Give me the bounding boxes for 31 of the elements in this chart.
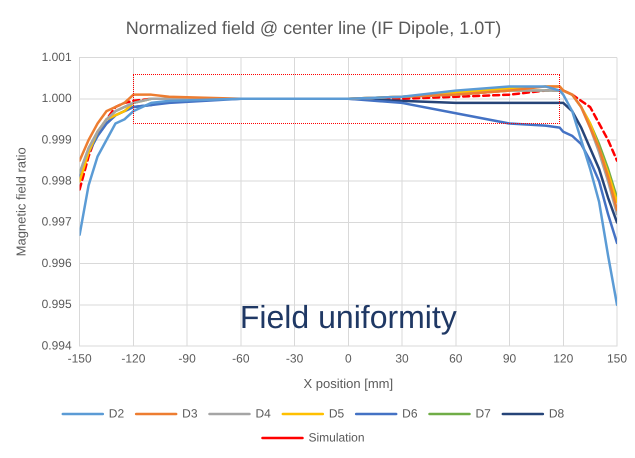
y-tick-label: 1.000 — [42, 91, 72, 106]
y-axis-title: Magnetic field ratio — [13, 147, 28, 256]
x-tick-label: 120 — [553, 352, 574, 366]
x-tick-label: -120 — [121, 352, 146, 366]
y-tick-label: 0.996 — [42, 256, 72, 270]
legend-label: D2 — [108, 406, 124, 420]
legend-label: D8 — [548, 406, 565, 420]
legend-label: D3 — [182, 406, 198, 420]
x-tick-label: 0 — [344, 352, 352, 366]
y-tick-label: 0.994 — [42, 338, 72, 352]
y-tick-label: 0.995 — [42, 297, 72, 312]
x-axis-title: X position [mm] — [304, 376, 394, 391]
legend-label: Simulation — [308, 430, 365, 444]
y-tick-label: 0.998 — [42, 174, 72, 188]
y-tick-label: 0.999 — [42, 132, 72, 146]
x-tick-label: 150 — [606, 352, 628, 366]
x-tick-label: -60 — [232, 352, 250, 366]
x-tick-label: -30 — [286, 352, 304, 366]
legend-label: D4 — [255, 406, 272, 420]
y-tick-label: 0.997 — [42, 214, 72, 229]
legend-label: D7 — [476, 406, 492, 420]
annotation: Field uniformity — [240, 299, 457, 335]
legend-label: D6 — [402, 406, 418, 420]
x-tick-label: 30 — [395, 352, 410, 366]
x-tick-label: 90 — [502, 352, 517, 366]
chart-title: Normalized field @ center line (IF Dipole, 1.0T) — [126, 18, 502, 38]
y-tick-label: 1.001 — [42, 50, 72, 64]
x-tick-label: -90 — [178, 352, 196, 366]
legend-label: D5 — [328, 406, 344, 420]
x-tick-label: 60 — [449, 352, 463, 366]
x-tick-label: -150 — [68, 352, 92, 366]
